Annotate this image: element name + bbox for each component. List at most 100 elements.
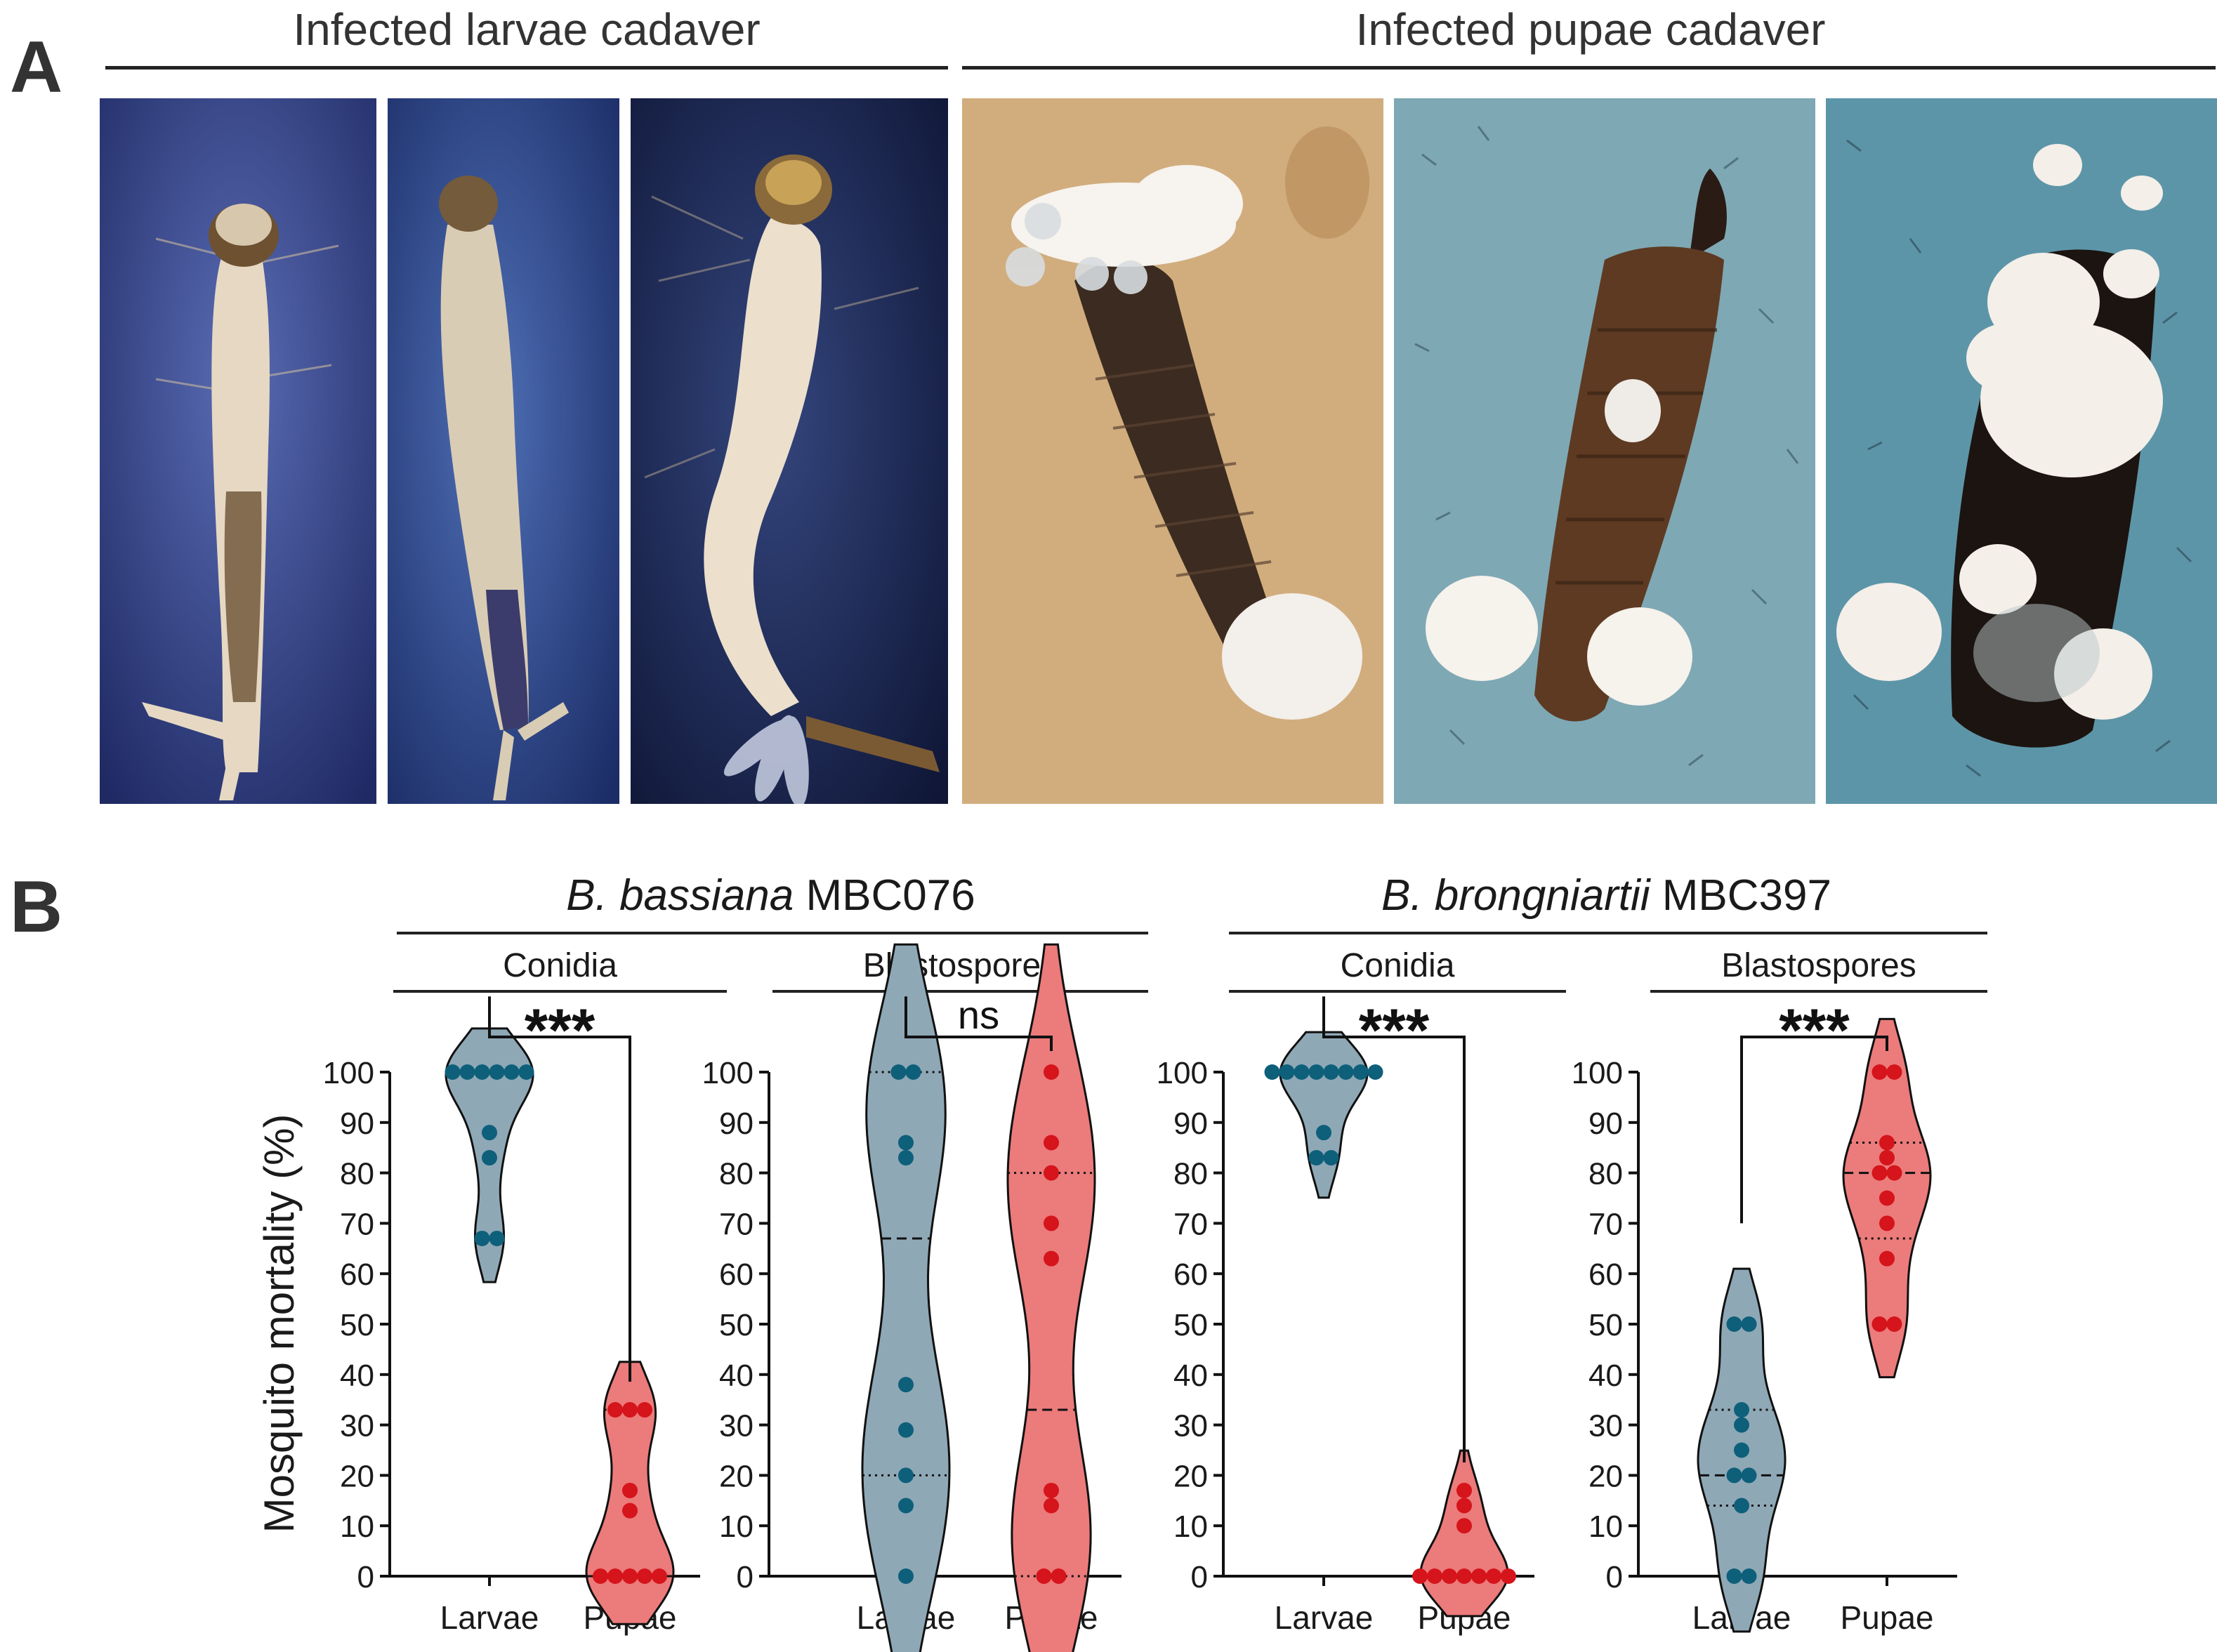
- data-point-pupae: [1879, 1250, 1895, 1267]
- data-point-pupae: [1501, 1568, 1516, 1584]
- data-point-larvae: [898, 1498, 914, 1514]
- data-point-pupae: [1871, 1165, 1888, 1181]
- group-rule-larvae: [105, 66, 948, 70]
- y-tick-label: 90: [340, 1106, 374, 1141]
- data-point-pupae: [1456, 1568, 1472, 1584]
- y-tick-label: 10: [1173, 1509, 1208, 1544]
- data-point-pupae: [637, 1568, 652, 1584]
- y-tick-label: 0: [357, 1560, 374, 1594]
- data-point-larvae: [1279, 1064, 1295, 1080]
- data-point-larvae: [1323, 1150, 1339, 1166]
- data-point-pupae: [1879, 1215, 1895, 1231]
- data-point-larvae: [1741, 1316, 1757, 1332]
- data-point-larvae: [898, 1377, 914, 1393]
- data-point-pupae: [652, 1568, 667, 1584]
- data-point-larvae: [1367, 1064, 1383, 1080]
- panel-a-letter: A: [10, 27, 63, 108]
- data-point-pupae: [637, 1402, 652, 1418]
- species-rule-2: [1229, 932, 1987, 934]
- data-point-larvae: [489, 1064, 505, 1080]
- data-point-pupae: [1044, 1135, 1059, 1151]
- y-tick-label: 80: [1173, 1157, 1208, 1191]
- data-point-larvae: [1726, 1467, 1742, 1484]
- species-rule-1: [397, 932, 1148, 934]
- data-point-pupae: [1879, 1150, 1895, 1166]
- data-point-larvae: [1726, 1316, 1742, 1332]
- photo-larva-3: [631, 98, 948, 804]
- data-point-larvae: [898, 1135, 914, 1151]
- y-tick-label: 80: [719, 1157, 754, 1191]
- y-tick-label: 100: [1572, 1056, 1623, 1090]
- species-title-2: B. brongniartii MBC397: [1229, 874, 1984, 918]
- y-tick-label: 80: [1588, 1157, 1623, 1191]
- y-tick-label: 0: [737, 1560, 754, 1594]
- y-tick-label: 20: [1173, 1459, 1208, 1493]
- species-title-1: B. bassiana MBC076: [397, 874, 1145, 918]
- data-point-larvae: [1741, 1467, 1757, 1484]
- data-point-larvae: [898, 1467, 914, 1484]
- data-point-pupae: [1456, 1482, 1472, 1498]
- data-point-pupae: [1886, 1316, 1902, 1332]
- data-point-larvae: [1294, 1064, 1310, 1080]
- data-point-larvae: [482, 1150, 497, 1166]
- y-tick-label: 30: [1588, 1409, 1623, 1443]
- y-tick-label: 20: [1588, 1459, 1623, 1493]
- data-point-larvae: [898, 1422, 914, 1438]
- data-point-larvae: [1316, 1125, 1331, 1141]
- data-point-pupae: [1456, 1518, 1472, 1534]
- data-point-larvae: [905, 1064, 921, 1080]
- y-tick-label: 30: [1173, 1409, 1208, 1443]
- y-tick-label: 10: [719, 1509, 754, 1544]
- data-point-pupae: [1412, 1568, 1428, 1584]
- data-point-larvae: [474, 1064, 490, 1080]
- subgroup-title-3: Conidia: [1340, 947, 1455, 984]
- y-tick-label: 60: [1173, 1257, 1208, 1292]
- data-point-pupae: [1051, 1568, 1067, 1584]
- y-tick-label: 0: [1191, 1560, 1208, 1594]
- data-point-pupae: [622, 1482, 638, 1498]
- y-tick-label: 40: [719, 1359, 754, 1393]
- x-tick-label-pupae: Pupae: [1840, 1599, 1933, 1636]
- y-tick-label: 50: [1173, 1308, 1208, 1342]
- x-tick-label-larvae: Larvae: [1275, 1599, 1374, 1636]
- data-point-pupae: [1044, 1482, 1059, 1498]
- data-point-pupae: [1886, 1165, 1902, 1181]
- y-tick-label: 100: [1157, 1056, 1208, 1090]
- panel-b-letter: B: [10, 866, 63, 948]
- data-point-larvae: [1264, 1064, 1280, 1080]
- y-tick-label: 40: [1173, 1359, 1208, 1393]
- data-point-larvae: [898, 1568, 914, 1584]
- violin-larvae: [1279, 1031, 1369, 1199]
- group-title-pupae: Infected pupae cadaver: [1355, 4, 1826, 55]
- x-tick-label-larvae: Larvae: [440, 1599, 539, 1636]
- data-point-larvae: [459, 1064, 475, 1080]
- y-tick-label: 10: [340, 1509, 374, 1544]
- y-tick-label: 50: [1588, 1308, 1623, 1342]
- data-point-larvae: [1323, 1064, 1339, 1080]
- violin-pupae: [1006, 943, 1096, 1652]
- y-tick-label: 100: [702, 1056, 754, 1090]
- data-point-pupae: [607, 1568, 623, 1584]
- y-tick-label: 70: [1173, 1207, 1208, 1241]
- data-point-larvae: [1734, 1498, 1749, 1514]
- species-strain-1: MBC076: [805, 871, 975, 920]
- data-point-pupae: [1427, 1568, 1442, 1584]
- subgroup-rule-2: [772, 990, 1148, 993]
- photo-pupa-2: [1394, 98, 1815, 804]
- significance-bracket: [1740, 1036, 1888, 1224]
- data-point-pupae: [607, 1402, 623, 1418]
- significance-bracket: [488, 996, 631, 1382]
- subgroup-rule-3: [1229, 990, 1566, 993]
- data-point-pupae: [1871, 1316, 1888, 1332]
- y-tick-label: 60: [1588, 1257, 1623, 1292]
- data-point-larvae: [1308, 1064, 1324, 1080]
- significance-label: ***: [525, 997, 596, 1064]
- data-point-larvae: [518, 1064, 534, 1080]
- y-tick-label: 90: [1173, 1106, 1208, 1141]
- y-tick-label: 60: [719, 1257, 754, 1292]
- significance-label: ***: [1359, 997, 1430, 1064]
- y-tick-label: 30: [719, 1409, 754, 1443]
- photo-larva-2: [388, 98, 619, 804]
- significance-label: ***: [1779, 997, 1850, 1064]
- significance-bracket: [1322, 996, 1466, 1462]
